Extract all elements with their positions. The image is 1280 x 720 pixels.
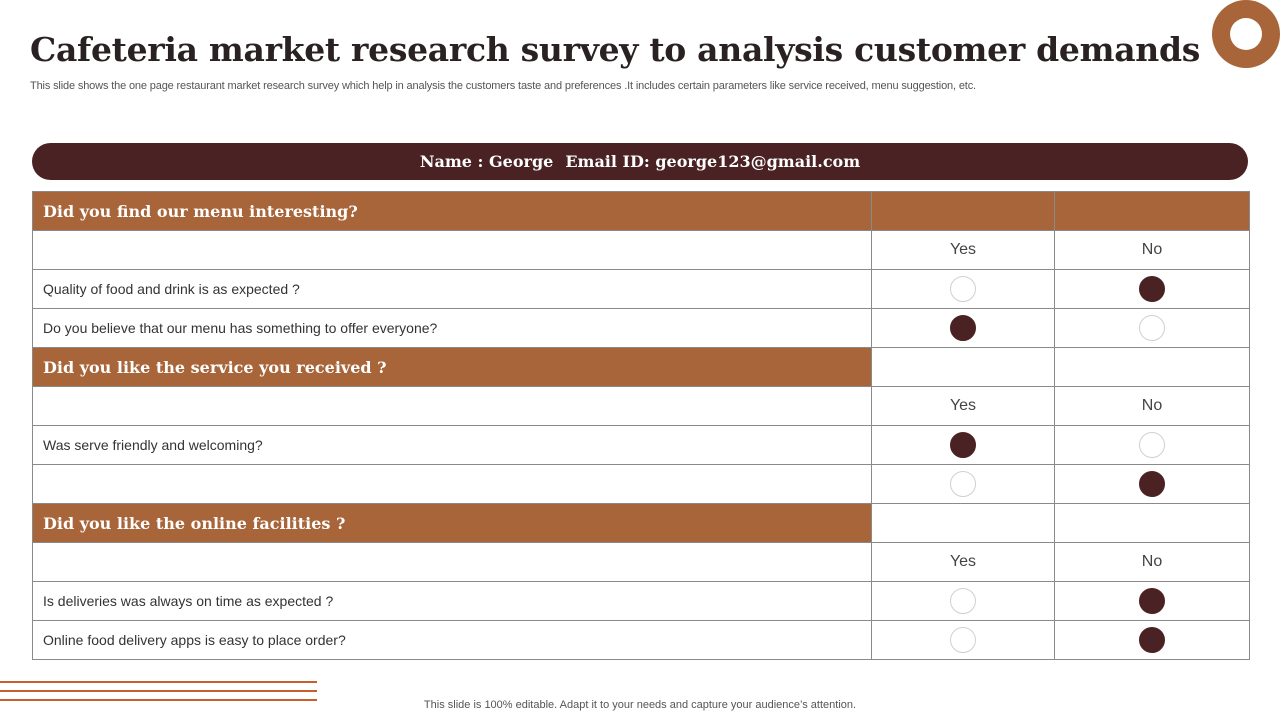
section-header-row: Did you like the online facilities ? — [32, 503, 1250, 543]
yes-radio[interactable] — [950, 276, 976, 302]
section-header-row: Did you like the service you received ? — [32, 347, 1250, 387]
no-radio[interactable] — [1139, 588, 1165, 614]
yes-column-label: Yes — [871, 230, 1055, 270]
question-text: Quality of food and drink is as expected… — [32, 269, 872, 309]
no-radio[interactable] — [1139, 432, 1165, 458]
no-radio[interactable] — [1139, 627, 1165, 653]
no-radio[interactable] — [1139, 276, 1165, 302]
no-column-label: No — [1054, 230, 1250, 270]
respondent-name: Name : George — [419, 152, 554, 171]
ring-logo-icon — [1212, 0, 1280, 68]
yes-radio[interactable] — [950, 588, 976, 614]
question-text: Online food delivery apps is easy to pla… — [32, 620, 872, 660]
respondent-bar: Name : George Email ID: george123@gmail.… — [32, 143, 1248, 180]
slide-footer: This slide is 100% editable. Adapt it to… — [423, 699, 857, 711]
respondent-email: Email ID: george123@gmail.com — [565, 152, 861, 171]
section-heading: Did you like the service you received ? — [32, 347, 872, 387]
decorative-lines — [0, 681, 317, 708]
question-row: Do you believe that our menu has somethi… — [32, 308, 1250, 348]
options-header-row: Yes No — [32, 230, 1250, 270]
question-row: Is deliveries was always on time as expe… — [32, 581, 1250, 621]
section-heading: Did you like the online facilities ? — [32, 503, 872, 543]
question-row — [32, 464, 1250, 504]
no-column-label: No — [1054, 386, 1250, 426]
question-row: Online food delivery apps is easy to pla… — [32, 620, 1250, 660]
section-heading: Did you find our menu interesting? — [32, 191, 872, 231]
survey-table: Did you find our menu interesting? Yes N… — [32, 191, 1250, 660]
question-text: Was serve friendly and welcoming? — [32, 425, 872, 465]
question-text — [32, 464, 872, 504]
options-header-row: Yes No — [32, 542, 1250, 582]
no-radio[interactable] — [1139, 315, 1165, 341]
yes-radio[interactable] — [950, 627, 976, 653]
slide-title: Cafeteria market research survey to anal… — [30, 30, 1201, 69]
no-column-label: No — [1054, 542, 1250, 582]
yes-radio[interactable] — [950, 432, 976, 458]
question-text: Do you believe that our menu has somethi… — [32, 308, 872, 348]
slide-subtitle: This slide shows the one page restaurant… — [30, 80, 976, 92]
no-radio[interactable] — [1139, 471, 1165, 497]
options-header-row: Yes No — [32, 386, 1250, 426]
question-row: Quality of food and drink is as expected… — [32, 269, 1250, 309]
yes-column-label: Yes — [871, 542, 1055, 582]
question-text: Is deliveries was always on time as expe… — [32, 581, 872, 621]
question-row: Was serve friendly and welcoming? — [32, 425, 1250, 465]
yes-radio[interactable] — [950, 471, 976, 497]
yes-radio[interactable] — [950, 315, 976, 341]
yes-column-label: Yes — [871, 386, 1055, 426]
section-header-row: Did you find our menu interesting? — [32, 191, 1250, 231]
